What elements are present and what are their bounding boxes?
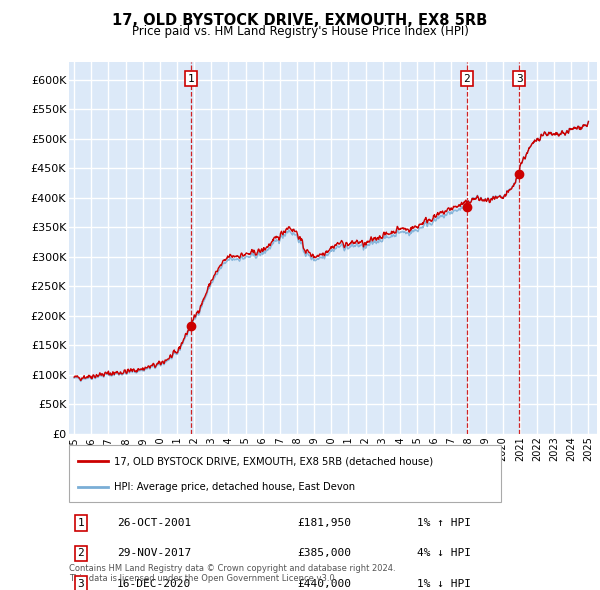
Text: 3: 3 xyxy=(77,579,85,589)
Text: 29-NOV-2017: 29-NOV-2017 xyxy=(117,549,191,558)
Text: 2: 2 xyxy=(464,74,470,84)
Text: 3: 3 xyxy=(516,74,523,84)
Text: 4% ↓ HPI: 4% ↓ HPI xyxy=(417,549,471,558)
Text: 2: 2 xyxy=(77,549,85,558)
Text: 16-DEC-2020: 16-DEC-2020 xyxy=(117,579,191,589)
Text: £440,000: £440,000 xyxy=(297,579,351,589)
Text: 26-OCT-2001: 26-OCT-2001 xyxy=(117,518,191,527)
Text: 1: 1 xyxy=(77,518,85,527)
Text: 1% ↓ HPI: 1% ↓ HPI xyxy=(417,579,471,589)
Text: Contains HM Land Registry data © Crown copyright and database right 2024.
This d: Contains HM Land Registry data © Crown c… xyxy=(69,563,395,583)
Text: HPI: Average price, detached house, East Devon: HPI: Average price, detached house, East… xyxy=(114,483,355,493)
Text: Price paid vs. HM Land Registry's House Price Index (HPI): Price paid vs. HM Land Registry's House … xyxy=(131,25,469,38)
Text: 17, OLD BYSTOCK DRIVE, EXMOUTH, EX8 5RB: 17, OLD BYSTOCK DRIVE, EXMOUTH, EX8 5RB xyxy=(112,13,488,28)
Text: £385,000: £385,000 xyxy=(297,549,351,558)
Text: 1% ↑ HPI: 1% ↑ HPI xyxy=(417,518,471,527)
Text: £181,950: £181,950 xyxy=(297,518,351,527)
Text: 17, OLD BYSTOCK DRIVE, EXMOUTH, EX8 5RB (detached house): 17, OLD BYSTOCK DRIVE, EXMOUTH, EX8 5RB … xyxy=(114,456,433,466)
Text: 1: 1 xyxy=(188,74,194,84)
